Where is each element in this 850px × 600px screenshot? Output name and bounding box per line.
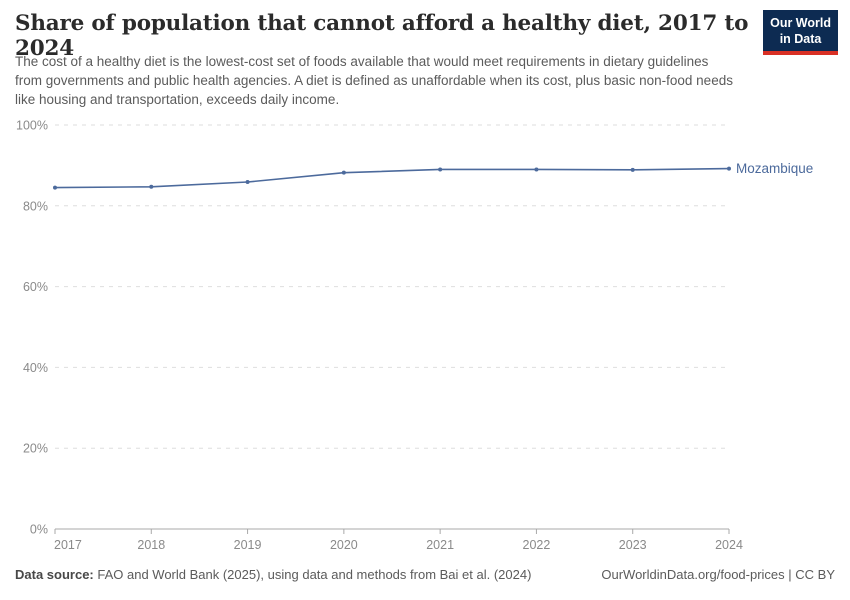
chart-subtitle: The cost of a healthy diet is the lowest… <box>15 54 733 108</box>
y-tick-label: 80% <box>23 199 48 213</box>
y-tick-label: 60% <box>23 280 48 294</box>
y-tick-label: 40% <box>23 361 48 375</box>
line-chart: 0% 20% 40% 60% 80% 100% 2017 2018 2019 2020 2021 20… <box>16 119 813 553</box>
y-tick-label: 20% <box>23 442 48 456</box>
data-point <box>341 170 346 175</box>
data-source: Data source: FAO and World Bank (2025), … <box>15 567 531 582</box>
data-point <box>534 167 539 172</box>
data-point <box>438 167 443 172</box>
chart-title: Share of population that cannot afford a… <box>15 11 749 61</box>
footer-link[interactable]: OurWorldinData.org/food-prices | CC BY <box>601 567 835 582</box>
x-tick-label: 2019 <box>234 538 262 552</box>
x-tick-label: 2023 <box>619 538 647 552</box>
owid-logo[interactable]: Our World in Data <box>763 10 838 55</box>
owid-logo-line1: Our World <box>770 16 831 30</box>
chart-footer: Data source: FAO and World Bank (2025), … <box>15 567 835 582</box>
data-source-text: FAO and World Bank (2025), using data an… <box>93 567 532 582</box>
data-point <box>53 185 57 190</box>
x-tick-label: 2024 <box>715 538 743 552</box>
series-label: Mozambique <box>736 161 813 176</box>
x-tick-label: 2022 <box>523 538 551 552</box>
data-point <box>630 167 635 172</box>
data-line <box>54 167 730 189</box>
y-tick-label: 100% <box>16 119 48 133</box>
x-tick-label: 2020 <box>330 538 358 552</box>
data-point <box>149 184 154 189</box>
x-tick-label: 2017 <box>54 538 82 552</box>
owid-logo-line2: in Data <box>779 32 822 47</box>
x-tick-label: 2018 <box>137 538 165 552</box>
data-point <box>727 166 731 171</box>
x-tick-label: 2021 <box>426 538 454 552</box>
data-point <box>245 179 250 184</box>
data-source-label: Data source: <box>15 567 94 582</box>
y-tick-label: 0% <box>30 523 48 537</box>
